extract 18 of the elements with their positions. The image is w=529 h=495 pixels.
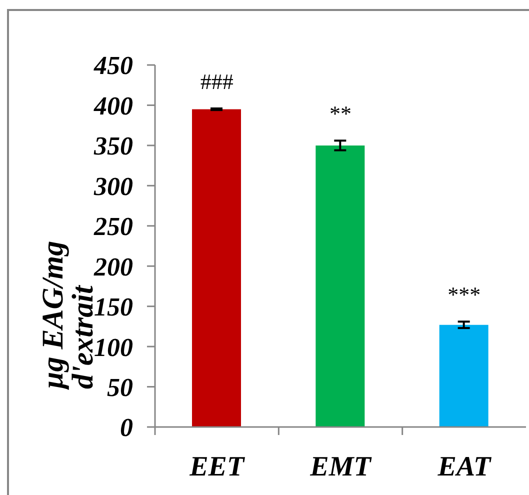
x-tick-label: EMT [309,452,373,482]
annotation: *** [448,282,481,308]
annotation: ### [200,68,234,94]
bar [192,109,241,427]
annotation: ** [330,101,352,126]
y-tick-label: 450 [93,51,133,80]
y-tick-label: 300 [93,172,133,201]
y-tick-label: 400 [93,91,133,120]
y-tick-label: 50 [107,373,133,402]
bar [439,324,488,427]
x-tick-label: EAT [436,452,493,482]
y-tick-label: 0 [120,413,133,442]
y-tick-label: 150 [94,292,133,322]
x-tick-label: EET [188,452,246,482]
y-tick-label: 200 [93,252,133,282]
bar [316,145,365,427]
y-tick-label: 250 [93,212,133,242]
y-tick-label: 350 [93,132,133,161]
